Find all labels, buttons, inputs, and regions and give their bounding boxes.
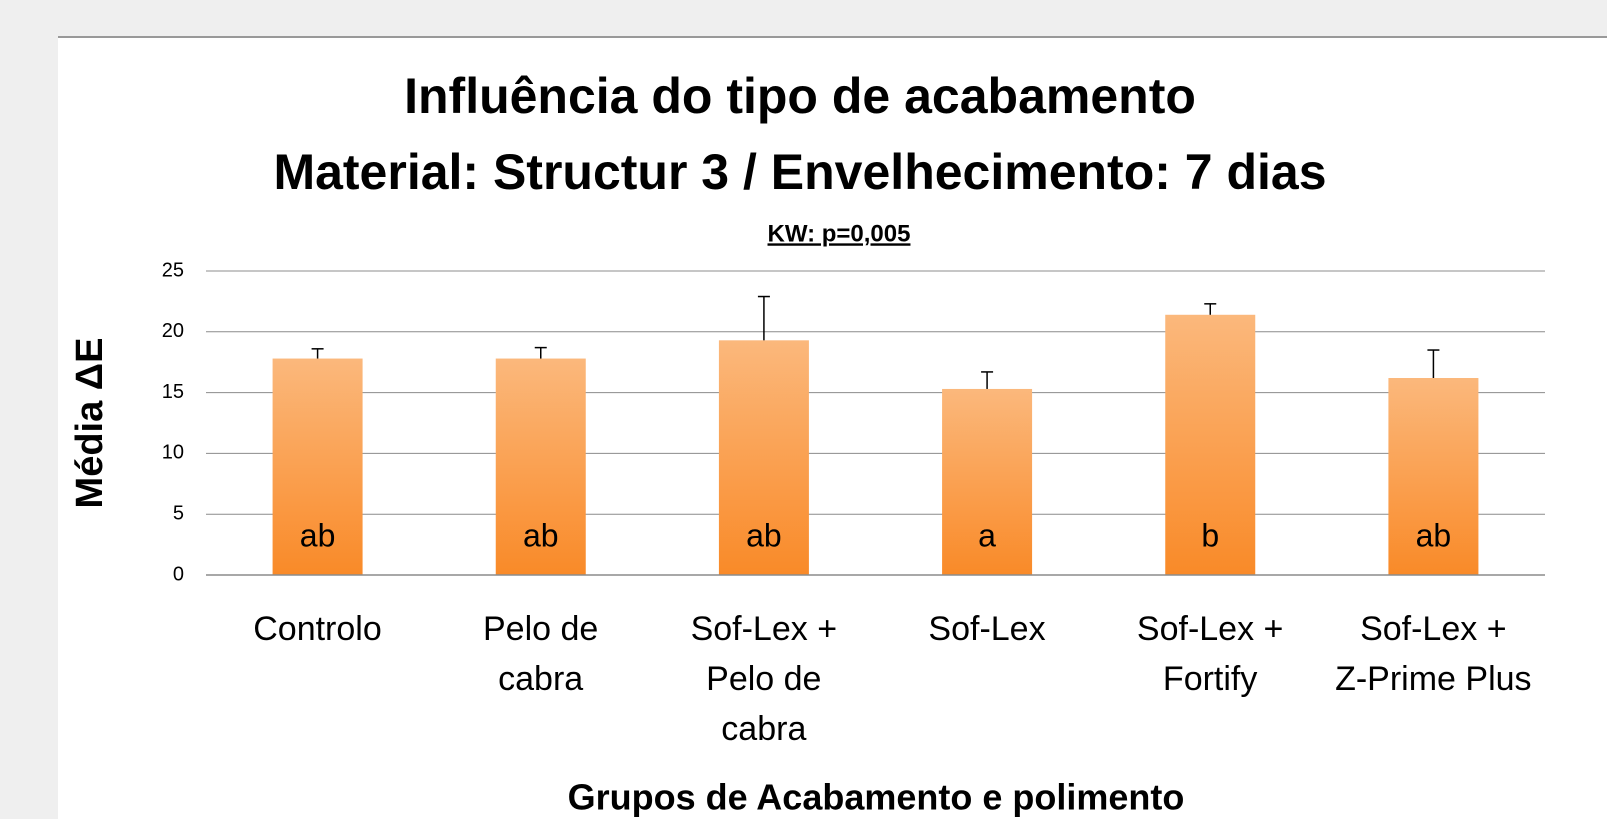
- x-tick-label: Sof-Lex + Pelo de cabra: [690, 610, 838, 748]
- x-tick-label: Sof-Lex + Fortify: [1136, 610, 1284, 698]
- chart-title: Influência do tipo de acabamento: [404, 68, 1196, 124]
- y-tick-label: 5: [173, 502, 184, 524]
- x-axis-title: Grupos de Acabamento e polimento: [568, 777, 1185, 818]
- y-tick-label: 15: [162, 381, 184, 403]
- bar: [1165, 314, 1256, 575]
- bar: [495, 358, 586, 575]
- x-tick-label: Controlo: [253, 610, 382, 648]
- y-axis-title: Média ΔE: [69, 338, 111, 509]
- group-letter: b: [1201, 517, 1219, 553]
- y-tick-label: 10: [162, 442, 184, 464]
- group-letter: ab: [746, 517, 782, 553]
- x-tick-label: Pelo de cabra: [482, 610, 599, 698]
- chart-subtitle: Material: Structur 3 / Envelhecimento: 7…: [273, 144, 1326, 200]
- annotation: KW: p=0,005: [768, 220, 911, 247]
- bar: [942, 388, 1033, 575]
- group-letter: ab: [1416, 517, 1452, 553]
- group-letter: ab: [300, 517, 336, 553]
- bar: [1388, 378, 1479, 575]
- group-letter: ab: [523, 517, 559, 553]
- y-tick-label: 25: [162, 259, 184, 281]
- x-tick-label: Sof-Lex + Z-Prime Plus: [1335, 610, 1532, 698]
- y-tick-label: 0: [173, 563, 184, 585]
- bar: [718, 340, 809, 575]
- group-letter: a: [978, 517, 996, 553]
- x-tick-label: Sof-Lex: [928, 610, 1046, 648]
- y-tick-label: 20: [162, 320, 184, 342]
- bar: [272, 358, 363, 575]
